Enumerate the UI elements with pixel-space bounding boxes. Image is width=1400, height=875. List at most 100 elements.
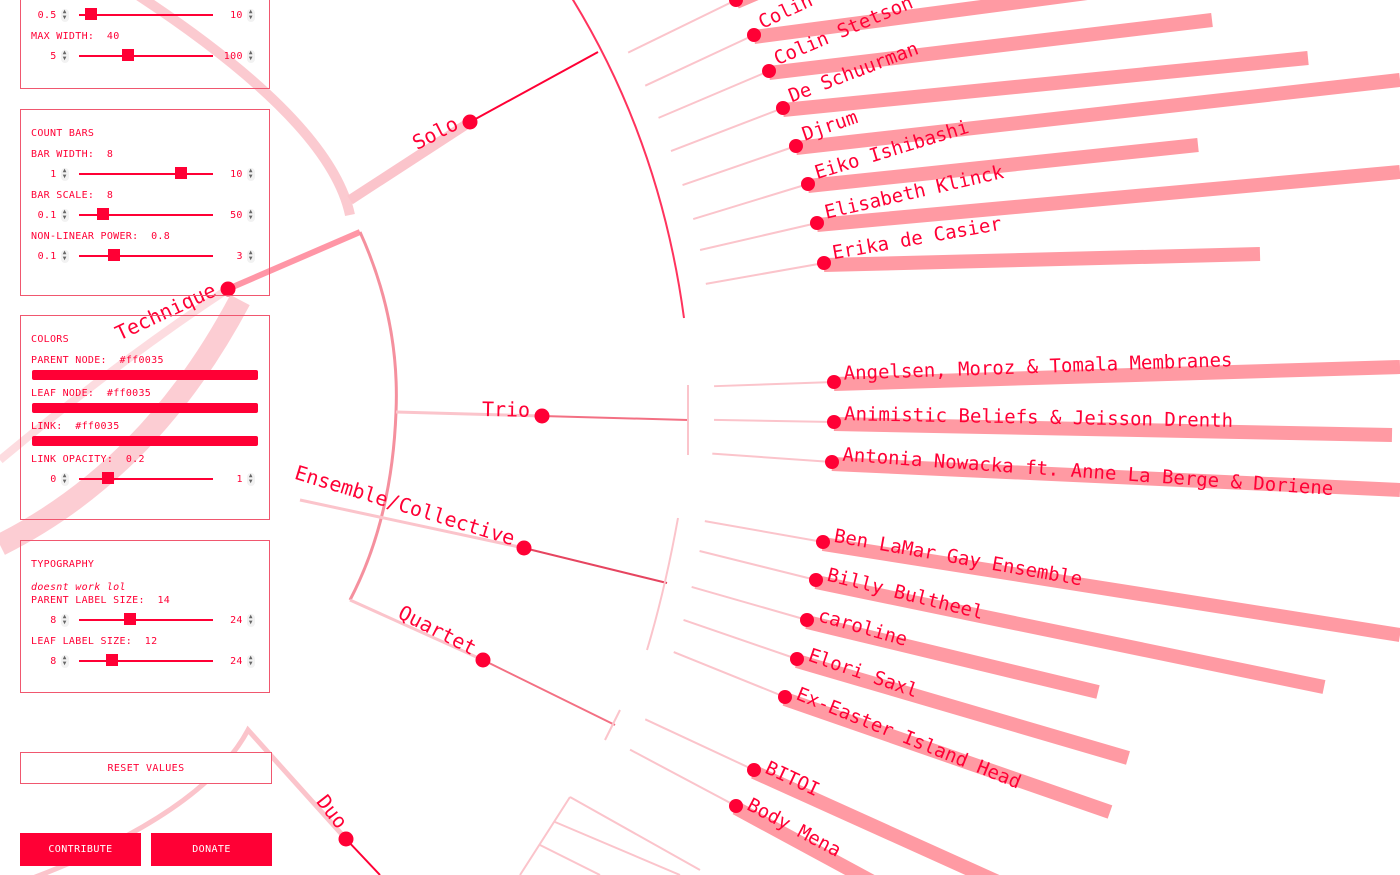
spinner-icon[interactable]: ▲ ▼ xyxy=(246,8,255,22)
bar-width-slider[interactable] xyxy=(78,167,213,180)
parent-label[interactable]: Duo xyxy=(312,790,353,833)
spinner-icon[interactable]: ▲ ▼ xyxy=(246,208,255,222)
node-radius-slider-row: 0.5 ▲ ▼ 10 ▲ ▼ xyxy=(31,5,259,25)
leaf-node[interactable] xyxy=(810,216,824,230)
power-slider[interactable] xyxy=(78,249,213,262)
power-max-input[interactable]: 3 xyxy=(236,250,243,262)
max-width-slider[interactable] xyxy=(78,49,213,62)
node-radius-max-input[interactable]: 10 xyxy=(230,9,243,21)
leaf-node[interactable] xyxy=(729,799,743,813)
parent-node[interactable] xyxy=(516,540,532,556)
max-width-slider-row: 5 ▲ ▼ 100 ▲ ▼ xyxy=(31,46,259,66)
spinner-icon[interactable]: ▲ ▼ xyxy=(246,249,255,263)
leaf-node[interactable] xyxy=(801,177,815,191)
leaf-node[interactable] xyxy=(800,613,814,627)
bar-scale-min-input[interactable]: 0.1 xyxy=(37,209,57,221)
parent-node[interactable] xyxy=(220,281,236,297)
leaf-size-min-input[interactable]: 8 xyxy=(50,655,57,667)
max-width-label: MAX WIDTH: 40 xyxy=(31,31,120,42)
spinner-icon[interactable]: ▲ ▼ xyxy=(246,49,255,63)
spinner-icon[interactable]: ▲ ▼ xyxy=(60,167,69,181)
spinner-icon[interactable]: ▲ ▼ xyxy=(60,654,69,668)
leaf-node[interactable] xyxy=(729,0,743,7)
spinner-icon[interactable]: ▲ ▼ xyxy=(60,208,69,222)
leaf-label-size-slider-row: 8 ▲ ▼ 24 ▲ ▼ xyxy=(31,651,259,671)
power-label: NON-LINEAR POWER: 0.8 xyxy=(31,231,171,242)
parent-node[interactable] xyxy=(475,652,491,668)
leaf-node[interactable] xyxy=(776,101,790,115)
bar-scale-slider[interactable] xyxy=(78,208,213,221)
leaf-label[interactable]: caroline xyxy=(816,604,910,650)
contribute-button[interactable]: CONTRIBUTE xyxy=(20,833,141,866)
opacity-min-input[interactable]: 0 xyxy=(50,473,57,485)
leaf-node-color-picker[interactable] xyxy=(32,403,258,413)
parent-node-color-picker[interactable] xyxy=(32,370,258,380)
parent-label[interactable]: Quartet xyxy=(394,600,480,660)
leaf-node[interactable] xyxy=(817,256,831,270)
node-size-panel: 0.5 ▲ ▼ 10 ▲ ▼ MAX WIDTH: 40 5 ▲ ▼ 100 ▲ ▼ xyxy=(20,0,270,89)
spinner-icon[interactable]: ▲ ▼ xyxy=(60,613,69,627)
power-min-input[interactable]: 0.1 xyxy=(37,250,57,262)
parent-label-size-label: PARENT LABEL SIZE: 14 xyxy=(31,595,171,606)
bar-width-label: BAR WIDTH: 8 xyxy=(31,149,114,160)
leaf-node[interactable] xyxy=(825,455,839,469)
leaf-label-size-slider[interactable] xyxy=(78,654,213,667)
typography-note: doesnt work lol xyxy=(31,582,126,593)
parent-label[interactable]: Trio xyxy=(482,397,531,422)
parent-node[interactable] xyxy=(462,114,478,130)
node-radius-slider[interactable] xyxy=(78,8,213,21)
tree-links xyxy=(0,0,835,875)
spinner-icon[interactable]: ▲ ▼ xyxy=(60,472,69,486)
typography-title: TYPOGRAPHY xyxy=(31,559,95,570)
slider-thumb[interactable] xyxy=(102,472,115,485)
slider-thumb[interactable] xyxy=(174,167,187,180)
parent-label-size-slider-row: 8 ▲ ▼ 24 ▲ ▼ xyxy=(31,610,259,630)
spinner-icon[interactable]: ▲ ▼ xyxy=(246,167,255,181)
leaf-label-size-label: LEAF LABEL SIZE: 12 xyxy=(31,636,158,647)
slider-thumb[interactable] xyxy=(122,49,135,62)
spinner-icon[interactable]: ▲ ▼ xyxy=(60,8,69,22)
leaf-node[interactable] xyxy=(809,573,823,587)
link-color-label: LINK: #ff0035 xyxy=(31,421,120,432)
leaf-node[interactable] xyxy=(778,690,792,704)
leaf-node[interactable] xyxy=(790,652,804,666)
slider-thumb[interactable] xyxy=(123,613,136,626)
opacity-max-input[interactable]: 1 xyxy=(236,473,243,485)
leaf-node[interactable] xyxy=(747,763,761,777)
parent-size-min-input[interactable]: 8 xyxy=(50,614,57,626)
leaf-node[interactable] xyxy=(816,535,830,549)
parent-node[interactable] xyxy=(338,831,354,847)
spinner-icon[interactable]: ▲ ▼ xyxy=(246,654,255,668)
slider-thumb[interactable] xyxy=(96,208,109,221)
leaf-node[interactable] xyxy=(827,375,841,389)
link-opacity-slider[interactable] xyxy=(78,472,213,485)
leaf-node[interactable] xyxy=(747,28,761,42)
slider-thumb[interactable] xyxy=(84,8,97,21)
donate-button[interactable]: DONATE xyxy=(151,833,272,866)
slider-thumb[interactable] xyxy=(106,654,119,667)
leaf-node[interactable] xyxy=(762,64,776,78)
spinner-icon[interactable]: ▲ ▼ xyxy=(246,472,255,486)
bar-width-max-input[interactable]: 10 xyxy=(230,168,243,180)
link-color-picker[interactable] xyxy=(32,436,258,446)
parent-label-size-slider[interactable] xyxy=(78,613,213,626)
parent-size-max-input[interactable]: 24 xyxy=(230,614,243,626)
max-width-min-input[interactable]: 5 xyxy=(50,50,57,62)
leaf-node-color-label: LEAF NODE: #ff0035 xyxy=(31,388,152,399)
spinner-icon[interactable]: ▲ ▼ xyxy=(60,49,69,63)
node-radius-min-input[interactable]: 0.5 xyxy=(37,9,57,21)
reset-values-button[interactable]: RESET VALUES xyxy=(20,752,272,784)
count-bars-panel: COUNT BARS BAR WIDTH: 8 1 ▲ ▼ 10 ▲ ▼ BAR S… xyxy=(20,109,270,296)
bar-width-min-input[interactable]: 1 xyxy=(50,168,57,180)
max-width-max-input[interactable]: 100 xyxy=(223,50,243,62)
link-opacity-slider-row: 0 ▲ ▼ 1 ▲ ▼ xyxy=(31,469,259,489)
leaf-node[interactable] xyxy=(789,139,803,153)
parent-node[interactable] xyxy=(534,408,550,424)
bar-scale-max-input[interactable]: 50 xyxy=(230,209,243,221)
link-opacity-label: LINK OPACITY: 0.2 xyxy=(31,454,145,465)
spinner-icon[interactable]: ▲ ▼ xyxy=(246,613,255,627)
slider-thumb[interactable] xyxy=(107,249,120,262)
leaf-node[interactable] xyxy=(827,415,841,429)
spinner-icon[interactable]: ▲ ▼ xyxy=(60,249,69,263)
leaf-size-max-input[interactable]: 24 xyxy=(230,655,243,667)
